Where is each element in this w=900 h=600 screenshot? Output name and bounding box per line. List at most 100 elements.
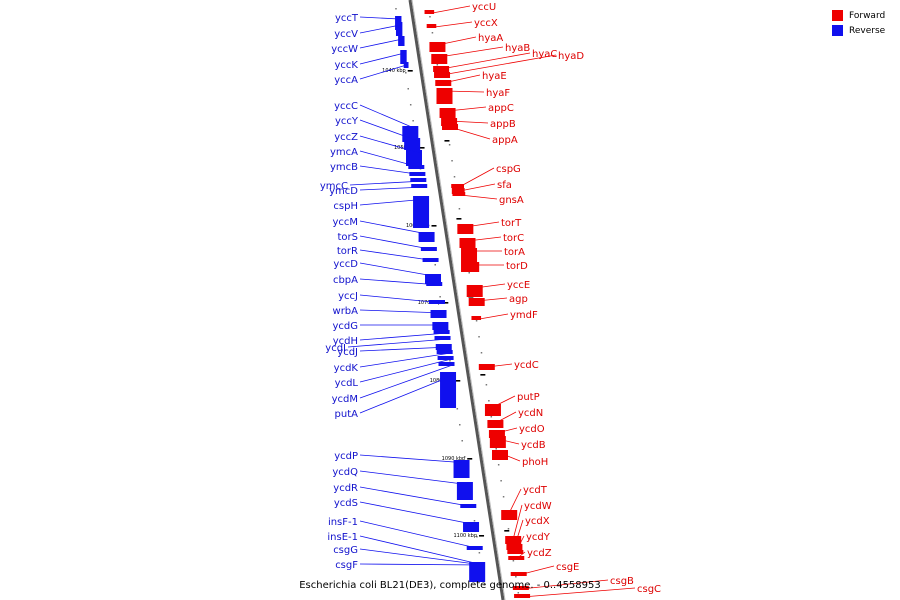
forward-gene-label: hyaD bbox=[558, 51, 584, 62]
reverse-gene-block bbox=[418, 232, 435, 242]
axis-dot bbox=[395, 8, 397, 10]
reverse-gene-leader bbox=[359, 198, 428, 206]
forward-gene-leader bbox=[441, 54, 557, 76]
reverse-gene-block bbox=[411, 184, 428, 188]
axis-dot bbox=[475, 320, 478, 322]
forward-gene-block bbox=[431, 54, 448, 64]
reverse-gene-block bbox=[398, 36, 405, 46]
axis-dot bbox=[485, 384, 488, 386]
reverse-gene-label: yccY bbox=[335, 116, 359, 127]
axis-dot bbox=[478, 552, 481, 554]
tick-mark bbox=[443, 302, 449, 304]
axis-dot bbox=[431, 32, 434, 34]
forward-gene-leader bbox=[459, 167, 495, 188]
forward-gene-label: hyaF bbox=[486, 88, 510, 99]
reverse-gene-label: torS bbox=[338, 232, 359, 243]
forward-gene-leader bbox=[492, 395, 516, 408]
tick-label: 1100 kbp bbox=[453, 533, 477, 539]
forward-gene-leader bbox=[479, 313, 509, 320]
forward-gene-block bbox=[463, 262, 480, 272]
forward-gene-label: ycdY bbox=[526, 532, 551, 543]
axis-dot bbox=[512, 560, 515, 562]
reverse-gene-label: yccA bbox=[334, 75, 358, 86]
reverse-gene-block bbox=[400, 50, 407, 64]
reverse-gene-block bbox=[404, 138, 421, 150]
reverse-gene-leader bbox=[359, 548, 484, 566]
forward-gene-label: torD bbox=[506, 261, 528, 272]
reverse-gene-leader bbox=[359, 104, 417, 130]
forward-gene-leader bbox=[522, 587, 636, 598]
reverse-gene-leader bbox=[359, 186, 426, 191]
reverse-gene-leader bbox=[359, 52, 405, 65]
forward-gene-block bbox=[471, 316, 482, 320]
reverse-gene-leader bbox=[359, 520, 481, 550]
forward-gene-leader bbox=[474, 283, 506, 289]
forward-gene-label: csgC bbox=[637, 584, 661, 595]
forward-gene-label: appB bbox=[490, 119, 516, 130]
forward-gene-label: sfa bbox=[497, 180, 512, 191]
forward-gene-label: yccE bbox=[507, 280, 530, 291]
reverse-gene-block bbox=[406, 150, 422, 166]
forward-gene-leader bbox=[514, 535, 525, 554]
reverse-gene-label: torR bbox=[337, 246, 358, 257]
reverse-gene-block bbox=[432, 322, 449, 330]
tick-mark bbox=[431, 225, 437, 227]
axis-dot bbox=[458, 208, 461, 210]
reverse-gene-leader bbox=[349, 180, 425, 186]
axis-dot bbox=[461, 440, 463, 442]
reverse-gene-label: yccK bbox=[335, 60, 359, 71]
axis-dot bbox=[473, 520, 476, 522]
forward-gene-label: torT bbox=[501, 218, 522, 229]
reverse-gene-label: cbpA bbox=[333, 275, 358, 286]
forward-gene-leader bbox=[516, 551, 526, 560]
genome-caption: Escherichia coli BL21(DE3), complete gen… bbox=[299, 580, 601, 591]
forward-gene-leader bbox=[441, 52, 531, 70]
forward-gene-leader bbox=[444, 90, 485, 93]
forward-gene-block bbox=[426, 24, 437, 28]
forward-gene-label: csgE bbox=[556, 562, 579, 573]
reverse-gene-leader bbox=[359, 486, 475, 508]
forward-gene-block bbox=[436, 88, 453, 104]
reverse-gene-label: ymcB bbox=[330, 162, 358, 173]
forward-gene-label: yccU bbox=[472, 2, 496, 13]
forward-gene-block bbox=[459, 238, 476, 248]
axis-dot bbox=[488, 400, 490, 402]
reverse-gene-leader bbox=[359, 220, 433, 236]
forward-gene-block bbox=[489, 436, 506, 448]
reverse-gene-leader bbox=[359, 294, 444, 304]
tick-mark bbox=[456, 218, 462, 220]
forward-swatch bbox=[832, 10, 843, 21]
forward-gene-label: gnsA bbox=[499, 195, 524, 206]
reverse-gene-label: ycdR bbox=[333, 483, 358, 494]
reverse-gene-label: yccZ bbox=[334, 132, 358, 143]
forward-gene-leader bbox=[439, 46, 504, 58]
genome-axis bbox=[408, 0, 505, 600]
reverse-gene-leader bbox=[359, 16, 400, 20]
reverse-gene-label: ymcA bbox=[330, 147, 358, 158]
axis-dot bbox=[434, 264, 436, 266]
axis-dot bbox=[507, 528, 510, 530]
forward-gene-label: ycdO bbox=[519, 424, 545, 435]
reverse-gene-block bbox=[440, 372, 457, 408]
reverse-gene-block bbox=[426, 282, 443, 286]
reverse-gene-label: yccT bbox=[335, 13, 359, 24]
forward-gene-leader bbox=[497, 438, 520, 445]
legend-reverse: Reverse bbox=[832, 23, 892, 38]
legend-forward-label: Forward bbox=[849, 10, 886, 21]
forward-gene-label: ycdN bbox=[518, 408, 543, 419]
reverse-gene-label: ycdM bbox=[332, 394, 358, 405]
forward-gene-leader bbox=[449, 126, 491, 140]
forward-gene-leader bbox=[476, 297, 508, 302]
forward-gene-block bbox=[488, 430, 505, 438]
reverse-gene-leader bbox=[359, 309, 445, 314]
reverse-gene-leader bbox=[347, 338, 449, 348]
reverse-gene-block bbox=[408, 165, 425, 169]
forward-gene-block bbox=[484, 404, 501, 416]
forward-gene-leader bbox=[486, 363, 513, 368]
tick-label: 1040 kbp bbox=[382, 68, 406, 74]
forward-gene-block bbox=[439, 108, 456, 118]
forward-gene-block bbox=[452, 192, 466, 196]
forward-gene-label: phoH bbox=[522, 457, 548, 468]
forward-gene-label: ycdZ bbox=[527, 548, 552, 559]
forward-gene-leader bbox=[496, 427, 518, 434]
